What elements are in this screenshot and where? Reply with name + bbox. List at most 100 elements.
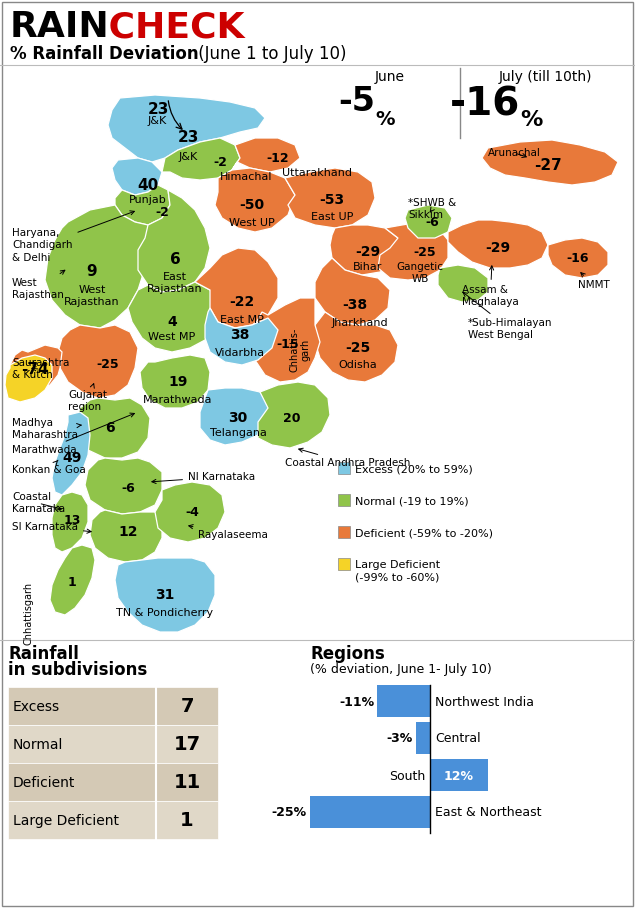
Bar: [310, 796, 430, 828]
Text: July (till 10th): July (till 10th): [498, 70, 592, 84]
Polygon shape: [548, 238, 608, 278]
Text: 12%: 12%: [444, 769, 474, 783]
Polygon shape: [315, 312, 398, 382]
Text: 12: 12: [118, 525, 138, 539]
Bar: [8, 687, 218, 725]
Text: Marathwada: Marathwada: [12, 413, 135, 455]
Text: -6: -6: [121, 481, 135, 495]
Text: Gangetic
WB: Gangetic WB: [396, 262, 443, 284]
Polygon shape: [58, 325, 138, 398]
Text: Telangana: Telangana: [210, 428, 267, 438]
Polygon shape: [138, 190, 210, 292]
Polygon shape: [75, 398, 150, 458]
Text: *SHWB &
Sikkim: *SHWB & Sikkim: [408, 198, 457, 221]
Text: Saurashtra
& Kutch: Saurashtra & Kutch: [12, 358, 69, 380]
Text: -25: -25: [345, 341, 371, 355]
Text: 23: 23: [177, 131, 199, 145]
Polygon shape: [285, 168, 375, 228]
Text: Odisha: Odisha: [338, 360, 377, 370]
Bar: [338, 462, 350, 474]
Polygon shape: [330, 225, 402, 275]
Text: 49: 49: [62, 451, 82, 465]
Text: Uttarakhand: Uttarakhand: [282, 168, 352, 178]
Text: 38: 38: [231, 328, 250, 342]
Text: Coastal Andhra Pradesh: Coastal Andhra Pradesh: [285, 449, 410, 468]
Text: -50: -50: [239, 198, 265, 212]
Text: -15: -15: [277, 339, 299, 351]
Text: 7: 7: [180, 697, 194, 716]
Text: Marathwada: Marathwada: [144, 395, 213, 405]
Text: East & Northeast: East & Northeast: [435, 806, 542, 820]
Polygon shape: [448, 220, 548, 268]
Bar: [8, 801, 218, 839]
Text: 11: 11: [173, 774, 201, 793]
Text: -3%: -3%: [386, 733, 413, 745]
Text: Normal: Normal: [13, 738, 64, 752]
Bar: [377, 685, 430, 717]
Text: West
Rajasthan: West Rajasthan: [12, 271, 65, 301]
Polygon shape: [482, 140, 618, 185]
Text: South: South: [389, 769, 425, 783]
Text: Haryana,
Chandigarh
& Delhi: Haryana, Chandigarh & Delhi: [12, 211, 135, 262]
Text: Central: Central: [435, 733, 481, 745]
Text: Coastal
Karnataka: Coastal Karnataka: [12, 492, 65, 515]
Text: %: %: [520, 110, 542, 130]
Text: West MP: West MP: [149, 332, 196, 342]
Polygon shape: [85, 458, 162, 514]
Text: TN & Pondicherry: TN & Pondicherry: [116, 608, 213, 618]
Polygon shape: [215, 168, 295, 232]
Text: -25: -25: [413, 245, 436, 259]
Polygon shape: [52, 492, 88, 552]
Text: -5: -5: [338, 85, 375, 118]
Polygon shape: [45, 205, 150, 328]
Text: Chhattisgarh: Chhattisgarh: [23, 581, 33, 645]
Text: Large Deficient
(-99% to -60%): Large Deficient (-99% to -60%): [355, 560, 440, 582]
Polygon shape: [405, 205, 452, 238]
Text: Bihar: Bihar: [353, 262, 383, 272]
Polygon shape: [162, 138, 240, 180]
Bar: [338, 526, 350, 538]
Text: West
Rajasthan: West Rajasthan: [64, 285, 120, 308]
Bar: [415, 722, 430, 754]
Text: -53: -53: [319, 193, 345, 207]
Text: Chhattis-
garh: Chhattis- garh: [289, 328, 311, 372]
Polygon shape: [52, 412, 90, 495]
Text: East UP: East UP: [311, 212, 353, 222]
Text: Rainfall: Rainfall: [8, 645, 79, 663]
Polygon shape: [115, 558, 215, 632]
Text: -4: -4: [185, 506, 199, 518]
Bar: [430, 759, 488, 791]
Bar: [8, 763, 218, 801]
Polygon shape: [10, 345, 62, 390]
Text: June: June: [375, 70, 405, 84]
Text: J&K: J&K: [178, 152, 197, 162]
Polygon shape: [5, 355, 52, 402]
Polygon shape: [140, 355, 210, 408]
Text: 30: 30: [229, 411, 248, 425]
Text: Arunachal: Arunachal: [488, 148, 541, 158]
Text: -6: -6: [425, 215, 439, 229]
Polygon shape: [50, 545, 95, 615]
Text: 31: 31: [156, 588, 175, 602]
Bar: [8, 725, 218, 763]
Polygon shape: [195, 248, 278, 328]
Polygon shape: [155, 482, 225, 542]
Text: 17: 17: [173, 735, 201, 755]
Text: Excess: Excess: [13, 700, 60, 714]
Text: RAIN: RAIN: [10, 10, 110, 44]
Text: %: %: [375, 110, 394, 129]
Polygon shape: [315, 258, 390, 325]
Text: 4: 4: [167, 315, 177, 329]
Text: West UP: West UP: [229, 218, 275, 228]
Text: J&K: J&K: [148, 116, 167, 126]
Text: Normal (-19 to 19%): Normal (-19 to 19%): [355, 496, 469, 506]
Text: Assam &
Meghalaya: Assam & Meghalaya: [462, 266, 519, 308]
Text: Gujarat
region: Gujarat region: [68, 384, 107, 412]
Bar: [338, 494, 350, 506]
Text: -22: -22: [229, 295, 255, 309]
Text: -16: -16: [567, 252, 589, 264]
Polygon shape: [108, 95, 265, 162]
Text: Deficient: Deficient: [13, 776, 76, 790]
Text: NI Karnataka: NI Karnataka: [152, 472, 255, 484]
Text: % Rainfall Deviation: % Rainfall Deviation: [10, 45, 199, 63]
